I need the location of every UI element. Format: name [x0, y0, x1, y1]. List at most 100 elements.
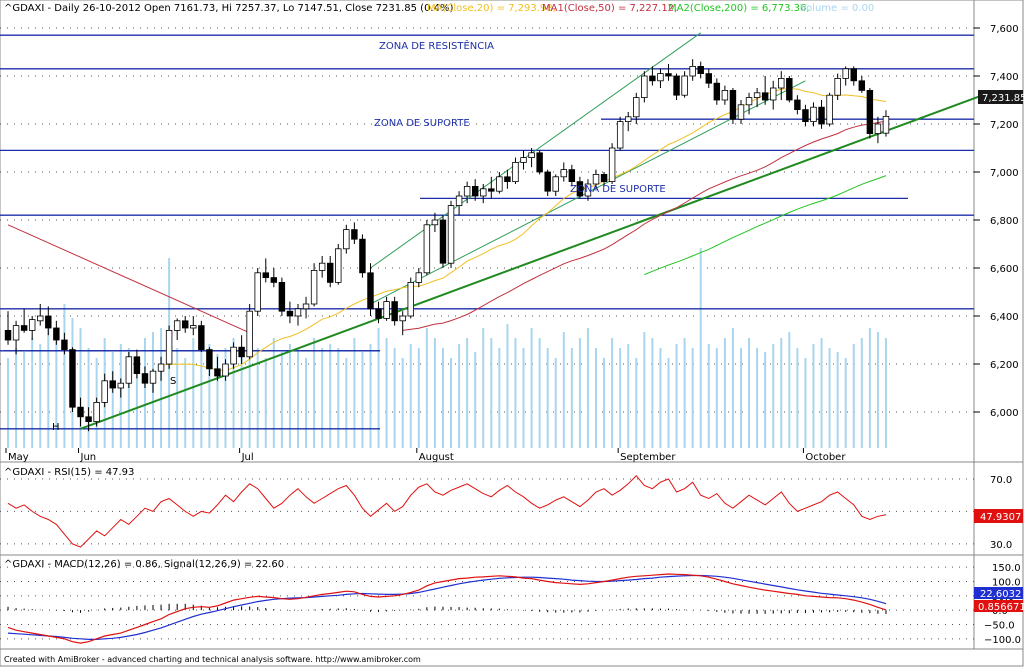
volume-bar — [232, 338, 235, 448]
volume-bar — [345, 358, 348, 448]
volume-bar — [884, 338, 887, 448]
candle-up — [246, 310, 253, 358]
price-tick-label: 7,600 — [990, 24, 1019, 35]
volume-bar — [280, 352, 283, 448]
volume-bar — [296, 348, 299, 448]
candle-down — [351, 229, 358, 240]
candle-up — [560, 169, 568, 178]
candle-down — [504, 176, 511, 183]
primary-uptrend-line — [80, 94, 983, 430]
candle-up — [423, 224, 431, 274]
volume-bar — [546, 348, 549, 448]
volume-bar — [417, 348, 420, 448]
volume-bar — [522, 348, 525, 448]
volume-bar — [208, 344, 211, 448]
support-zone-label-1: ZONA DE SUPORTE — [374, 118, 470, 129]
volume-bar — [31, 338, 34, 448]
header-symbol: ^GDAXI - Daily 26-10-2012 Open 7161.73, … — [4, 3, 453, 14]
candle-down — [4, 329, 12, 341]
volume-bar — [562, 332, 565, 448]
candle-up — [294, 308, 302, 317]
volume-bar — [369, 344, 372, 448]
candle-up — [745, 97, 753, 106]
candle-down — [53, 327, 60, 341]
volume-bar — [450, 358, 453, 448]
candle-up — [657, 73, 664, 82]
macd-tick-label: −100.0 — [984, 635, 1021, 646]
volume-bar — [329, 344, 332, 448]
volume-bar — [812, 344, 815, 448]
volume-bar — [611, 338, 614, 448]
volume-bar — [441, 348, 444, 448]
volume-bar — [804, 358, 807, 448]
rsi-tick-label: 30.0 — [990, 540, 1012, 551]
candle-up — [149, 370, 157, 384]
volume-bar — [635, 358, 638, 448]
candle-up — [101, 380, 108, 403]
candle-down — [488, 188, 495, 192]
volume-bar — [143, 338, 146, 448]
volume-bar — [433, 338, 436, 448]
candle-down — [367, 272, 374, 310]
candle-up — [455, 195, 463, 207]
volume-bar — [530, 328, 533, 448]
candle-up — [737, 104, 745, 120]
candle-down — [818, 106, 825, 125]
candle-down — [729, 90, 737, 120]
volume-bar — [216, 354, 219, 448]
x-tick-label: Jul — [241, 452, 254, 463]
candle-down — [45, 315, 52, 329]
candle-up — [480, 188, 487, 197]
candle-down — [858, 80, 866, 91]
header-ma20: MA(Close,20) = 7,293.98, — [427, 3, 556, 14]
candle-down — [471, 185, 479, 197]
candle-down — [850, 68, 857, 82]
volume-bar — [240, 352, 243, 448]
volume-bar — [868, 328, 871, 448]
volume-bar — [788, 332, 791, 448]
price-tick-label: 6,600 — [990, 264, 1019, 275]
candle-up — [834, 78, 841, 96]
candle-up — [399, 315, 406, 322]
volume-bar — [828, 348, 831, 448]
candle-up — [310, 269, 318, 305]
volume-bar — [780, 338, 783, 448]
candle-up — [616, 121, 624, 149]
volume-bar — [836, 352, 839, 448]
volume-bar — [23, 352, 26, 448]
volume-bar — [474, 352, 477, 448]
candle-up — [93, 401, 100, 422]
price-tick-label: 7,200 — [990, 120, 1019, 131]
volume-bar — [313, 338, 316, 448]
price-tick-label: 6,800 — [990, 216, 1019, 227]
candle-up — [318, 262, 326, 271]
candle-up — [335, 248, 342, 283]
candle-up — [165, 329, 173, 365]
candle-down — [673, 75, 680, 96]
candle-down — [206, 349, 213, 370]
candle-up — [874, 123, 882, 135]
candle-up — [157, 363, 165, 372]
candle-down — [713, 82, 721, 101]
volume-bar — [337, 348, 340, 448]
volume-bar — [578, 338, 581, 448]
x-tick-label: October — [805, 452, 846, 463]
resistance-zone-label: ZONA DE RESISTÊNCIA — [379, 39, 494, 52]
shoulder-label: S — [170, 376, 176, 387]
rsi-tick-label: 70.0 — [990, 475, 1012, 486]
volume-bar — [554, 358, 557, 448]
last-price-label: 7,231.85 — [982, 93, 1024, 104]
rsi-title: ^GDAXI - RSI(15) = 47.93 — [4, 467, 134, 478]
volume-bar — [256, 348, 259, 448]
candle-down — [439, 219, 447, 264]
candle-down — [133, 356, 141, 374]
candle-down — [77, 406, 84, 418]
candle-up — [528, 152, 535, 159]
candle-up — [625, 116, 632, 123]
volume-bar — [361, 352, 364, 448]
volume-bar — [739, 348, 742, 448]
candle-up — [222, 363, 229, 377]
volume-bar — [659, 348, 662, 448]
volume-bar — [184, 358, 187, 448]
candle-up — [173, 320, 181, 331]
